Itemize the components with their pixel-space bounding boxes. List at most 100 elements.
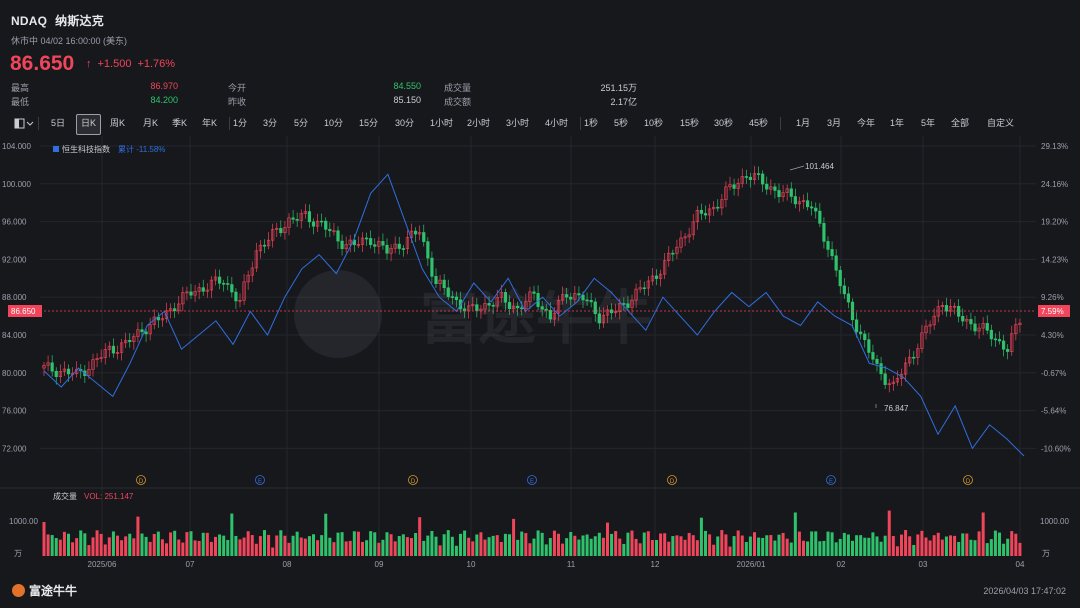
volume-bar bbox=[806, 541, 810, 556]
candle-body bbox=[683, 236, 687, 239]
period-tab[interactable]: 月K bbox=[143, 118, 159, 128]
volume-bar bbox=[165, 543, 168, 556]
candle-body bbox=[989, 329, 993, 340]
period-tab[interactable]: 年K bbox=[202, 118, 218, 128]
candle-body bbox=[573, 293, 577, 300]
period-tab[interactable]: 3月 bbox=[827, 118, 842, 128]
candle-body bbox=[66, 368, 71, 375]
volume-bar bbox=[561, 543, 565, 556]
volume-bar bbox=[957, 541, 961, 556]
volume-bar bbox=[895, 546, 899, 556]
period-tab[interactable]: 3小时 bbox=[506, 118, 530, 128]
volume-bar bbox=[969, 539, 973, 556]
x-tick: 11 bbox=[567, 560, 576, 569]
period-tab[interactable]: 15秒 bbox=[680, 118, 700, 128]
period-tab[interactable]: 季K bbox=[172, 118, 188, 128]
volume-bar bbox=[1014, 533, 1018, 556]
candle-body bbox=[720, 199, 724, 209]
candle-body bbox=[589, 300, 593, 303]
candle-body bbox=[622, 303, 626, 305]
volume-bar bbox=[214, 536, 217, 556]
period-tab[interactable]: 今年 bbox=[857, 118, 876, 128]
period-tab[interactable]: 2小时 bbox=[467, 118, 491, 128]
volume-bar bbox=[361, 541, 364, 556]
period-tab[interactable]: 5日 bbox=[51, 118, 66, 128]
period-tab[interactable]: 30分 bbox=[395, 118, 415, 128]
x-tick: 2026/01 bbox=[737, 560, 766, 569]
volume-bar bbox=[459, 533, 462, 556]
volume-bar bbox=[520, 531, 524, 556]
candle-body bbox=[344, 244, 348, 249]
volume-bar bbox=[181, 542, 185, 556]
candle-body bbox=[511, 305, 516, 309]
period-tab[interactable]: 自定义 bbox=[987, 118, 1015, 128]
volume-bar bbox=[900, 534, 903, 556]
layout-toggle-button[interactable] bbox=[8, 114, 38, 133]
volume-bar bbox=[1006, 538, 1010, 556]
candle-body bbox=[777, 190, 781, 198]
volume-bar bbox=[879, 541, 883, 556]
volume-bar bbox=[320, 535, 324, 556]
candle-body bbox=[581, 294, 585, 301]
volume-bar bbox=[642, 532, 646, 556]
volume-bar bbox=[508, 534, 511, 556]
y-tick-right: 4.30% bbox=[1041, 331, 1064, 340]
volume-bar bbox=[573, 535, 577, 556]
candle-body bbox=[311, 221, 316, 227]
volume-bars bbox=[42, 510, 1022, 556]
candle-body bbox=[364, 237, 369, 240]
volume-bar bbox=[581, 535, 585, 556]
volume-bar bbox=[593, 536, 597, 556]
period-tab[interactable]: 10秒 bbox=[644, 118, 664, 128]
candle-body bbox=[928, 324, 932, 327]
volume-bar bbox=[855, 535, 859, 556]
volume-bar bbox=[716, 536, 720, 556]
y-tick-left: 96.000 bbox=[2, 218, 27, 227]
period-tab[interactable]: 4小时 bbox=[545, 118, 569, 128]
volume-bar bbox=[218, 534, 222, 556]
candle-body bbox=[936, 306, 940, 317]
volume-bar bbox=[736, 530, 740, 556]
candle-body bbox=[238, 299, 242, 302]
candle-body bbox=[556, 299, 561, 314]
candle-body bbox=[985, 323, 989, 331]
volume-bar bbox=[552, 530, 556, 556]
volume-bar bbox=[949, 535, 952, 556]
candle-body bbox=[565, 294, 569, 298]
candle-body bbox=[119, 342, 124, 353]
event-marker-dividend bbox=[667, 475, 677, 485]
candle-body bbox=[250, 267, 254, 276]
x-tick: 02 bbox=[837, 560, 846, 569]
y-tick-left: 104.000 bbox=[2, 142, 31, 151]
y-tick-right: 14.23% bbox=[1041, 255, 1068, 264]
volume-bar bbox=[687, 532, 691, 556]
candle-body bbox=[283, 227, 287, 234]
kline-chart[interactable]: 104.000 29.13% 100.000 24.16% 96.000 19.20% 92… bbox=[0, 136, 1080, 582]
period-tab[interactable]: 30秒 bbox=[714, 118, 734, 128]
volume-bar bbox=[748, 536, 752, 556]
candle-body bbox=[324, 220, 328, 230]
period-tab[interactable]: 5秒 bbox=[614, 118, 629, 128]
period-tab[interactable]: 5分 bbox=[294, 118, 309, 128]
volume-bar bbox=[924, 537, 928, 556]
candle-body bbox=[193, 291, 197, 296]
candle-body bbox=[528, 291, 532, 302]
period-tab[interactable]: 10分 bbox=[324, 118, 344, 128]
period-tab[interactable]: 日K bbox=[76, 114, 102, 135]
period-tab[interactable]: 全部 bbox=[951, 118, 970, 128]
period-tab[interactable]: 45秒 bbox=[749, 118, 769, 128]
period-tab[interactable]: 3分 bbox=[263, 118, 278, 128]
period-tab[interactable]: 15分 bbox=[359, 118, 379, 128]
period-tab[interactable]: 1分 bbox=[233, 118, 248, 128]
period-tab[interactable]: 1月 bbox=[796, 118, 811, 128]
candle-body bbox=[695, 209, 699, 223]
period-tab[interactable]: 1秒 bbox=[584, 118, 599, 128]
period-tab[interactable]: 1年 bbox=[890, 118, 905, 128]
volume-bar bbox=[50, 535, 54, 556]
volume-bar bbox=[516, 539, 520, 556]
candle-body bbox=[234, 291, 238, 302]
period-tab[interactable]: 周K bbox=[110, 118, 126, 128]
period-tab[interactable]: 1小时 bbox=[430, 118, 454, 128]
period-tab[interactable]: 5年 bbox=[921, 118, 936, 128]
candle-body bbox=[785, 188, 789, 193]
